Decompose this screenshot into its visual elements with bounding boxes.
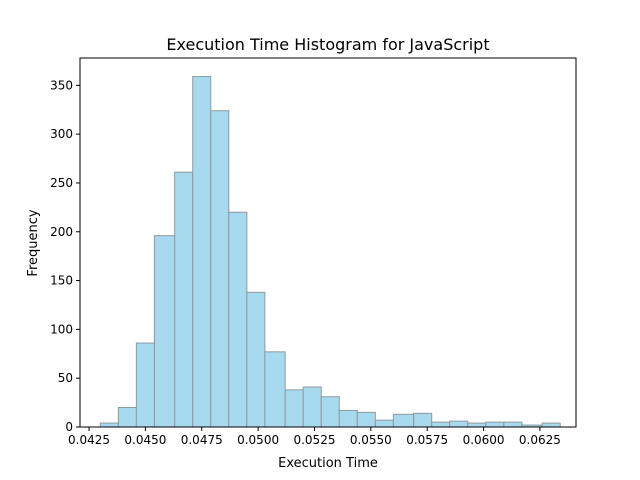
y-tick-label: 200 xyxy=(50,225,73,239)
histogram-bar xyxy=(246,291,266,428)
histogram-bar xyxy=(153,235,176,428)
histogram-bar xyxy=(99,422,119,428)
histogram-bar xyxy=(302,386,322,428)
histogram-bar xyxy=(264,351,286,428)
y-tick-label: 50 xyxy=(58,371,73,385)
histogram-bar xyxy=(117,406,137,428)
y-tick-label: 0 xyxy=(65,420,73,434)
x-tick-label: 0.0425 xyxy=(68,433,110,447)
plot-frame xyxy=(79,57,577,428)
histogram-bar xyxy=(413,412,433,428)
histogram-bar xyxy=(192,76,212,428)
histogram-bar xyxy=(284,389,304,428)
histogram-bar xyxy=(431,421,451,428)
histogram-bar xyxy=(228,211,248,428)
x-tick-label: 0.0550 xyxy=(350,433,392,447)
histogram-bar xyxy=(210,110,230,428)
histogram-bar xyxy=(374,419,394,428)
histogram-bar xyxy=(485,421,505,428)
x-tick-label: 0.0625 xyxy=(519,433,561,447)
x-ticks-group: 0.0425 0.0450 0.0475 0.0500 0.0525 0.0550 0.05… xyxy=(68,427,561,447)
histogram-bar xyxy=(338,409,358,428)
histogram-bar xyxy=(356,411,376,428)
histogram-bar xyxy=(392,413,415,428)
x-tick-label: 0.0575 xyxy=(406,433,448,447)
x-tick-label: 0.0600 xyxy=(463,433,505,447)
x-tick-label: 0.0525 xyxy=(293,433,335,447)
histogram-bar xyxy=(449,420,469,428)
x-tick-label: 0.0475 xyxy=(181,433,223,447)
histogram-bar xyxy=(174,171,194,428)
y-ticks-group: 0 50 100 150 200 250 300 350 xyxy=(50,78,80,434)
y-axis-label: Frequency xyxy=(26,209,41,276)
bars-group xyxy=(99,76,561,428)
y-tick-label: 100 xyxy=(50,322,73,336)
y-tick-label: 350 xyxy=(50,78,73,92)
histogram-bar xyxy=(320,396,340,428)
histogram-bar xyxy=(467,422,487,428)
chart-title: Execution Time Histogram for JavaScript xyxy=(166,35,489,54)
histogram-bar xyxy=(503,421,523,428)
y-tick-label: 150 xyxy=(50,274,73,288)
y-tick-label: 250 xyxy=(50,176,73,190)
histogram-bar xyxy=(541,422,561,428)
x-axis-label: Execution Time xyxy=(278,456,378,471)
x-tick-label: 0.0450 xyxy=(124,433,166,447)
y-tick-label: 300 xyxy=(50,127,73,141)
histogram-bar xyxy=(135,342,155,428)
x-tick-label: 0.0500 xyxy=(237,433,279,447)
